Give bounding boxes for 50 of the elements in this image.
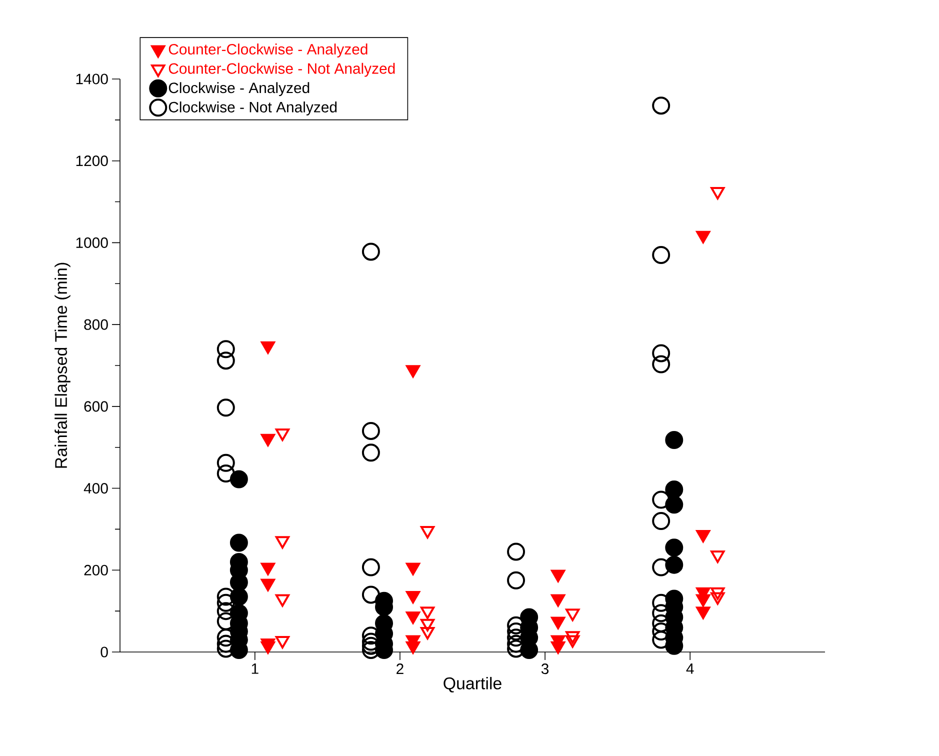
- point: [230, 534, 248, 552]
- point: [652, 344, 670, 362]
- point: [230, 470, 248, 488]
- point: [652, 246, 670, 264]
- point: [216, 398, 235, 417]
- point: [216, 454, 235, 472]
- x-tick-label: 1: [252, 664, 258, 674]
- legend-label: Clockwise - Analyzed: [168, 82, 310, 96]
- y-tick-label: 600: [84, 401, 108, 412]
- y-tick-label: 1400: [76, 74, 108, 84]
- point: [665, 538, 684, 557]
- point: [652, 490, 670, 509]
- point: [665, 430, 684, 449]
- point: [507, 542, 526, 561]
- legend-label: Counter-Clockwise - Not Analyzed: [168, 62, 395, 77]
- x-tick-label: 4: [686, 664, 694, 674]
- point: [696, 230, 710, 244]
- y-tick-label: 200: [84, 564, 108, 576]
- point: [260, 341, 276, 354]
- point: [216, 352, 235, 370]
- point: [652, 355, 670, 374]
- point: [652, 558, 670, 576]
- y-tick-label: 400: [84, 482, 108, 494]
- point: [362, 558, 380, 576]
- point: [420, 526, 435, 538]
- y-axis-title: Rainfall Elapsed Time (min): [54, 262, 70, 468]
- x-tick-label: 3: [541, 664, 549, 674]
- point: [652, 96, 670, 115]
- y-tick-label: 1200: [76, 156, 108, 166]
- point: [362, 444, 380, 462]
- point: [507, 571, 526, 590]
- x-axis-title: Quartile: [444, 676, 502, 692]
- point: [710, 187, 725, 200]
- legend-label: Counter-Clockwise - Analyzed: [168, 44, 368, 58]
- point: [665, 480, 684, 499]
- point: [216, 340, 235, 358]
- y-tick-label: 1000: [76, 237, 108, 248]
- y-tick-label: 0: [100, 646, 108, 658]
- point: [362, 422, 380, 440]
- point: [362, 242, 380, 261]
- x-tick-label: 2: [396, 664, 404, 674]
- point: [216, 594, 235, 612]
- point: [665, 556, 684, 574]
- point: [260, 434, 276, 446]
- y-tick-label: 800: [84, 319, 108, 330]
- point: [216, 464, 235, 483]
- point: [362, 586, 380, 604]
- point: [652, 512, 670, 530]
- legend-label: Clockwise - Not Analyzed: [168, 101, 337, 116]
- point: [665, 496, 684, 514]
